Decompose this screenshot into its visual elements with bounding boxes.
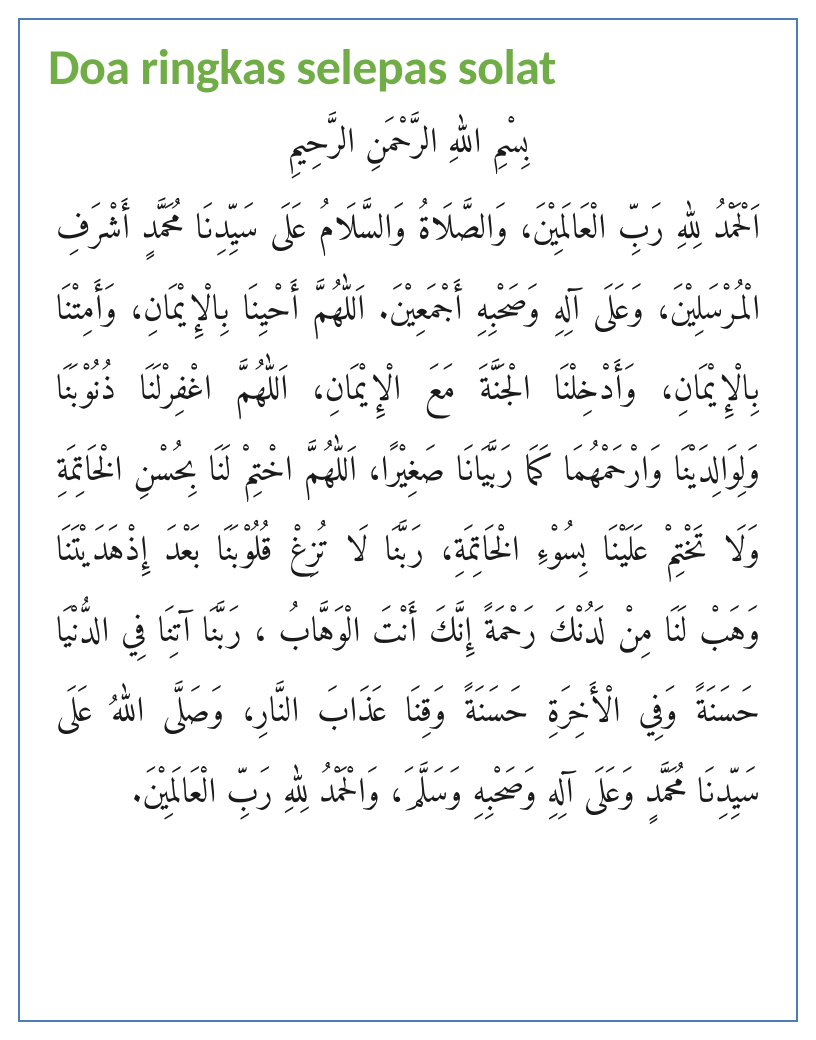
dua-body: اَلْحَمْدُ لِلّٰهِ رَبِّ الْعَالَمِيْنَ،…	[56, 191, 760, 835]
bismillah-line: بِسْمِ اللهِ الرَّحْمَنِ الرَّحِيمِ	[56, 117, 760, 173]
arabic-content: بِسْمِ اللهِ الرَّحْمَنِ الرَّحِيمِ اَلْ…	[48, 113, 768, 992]
document-frame: Doa ringkas selepas solat بِسْمِ اللهِ ا…	[18, 18, 798, 1022]
page-title: Doa ringkas selepas solat	[48, 40, 768, 95]
